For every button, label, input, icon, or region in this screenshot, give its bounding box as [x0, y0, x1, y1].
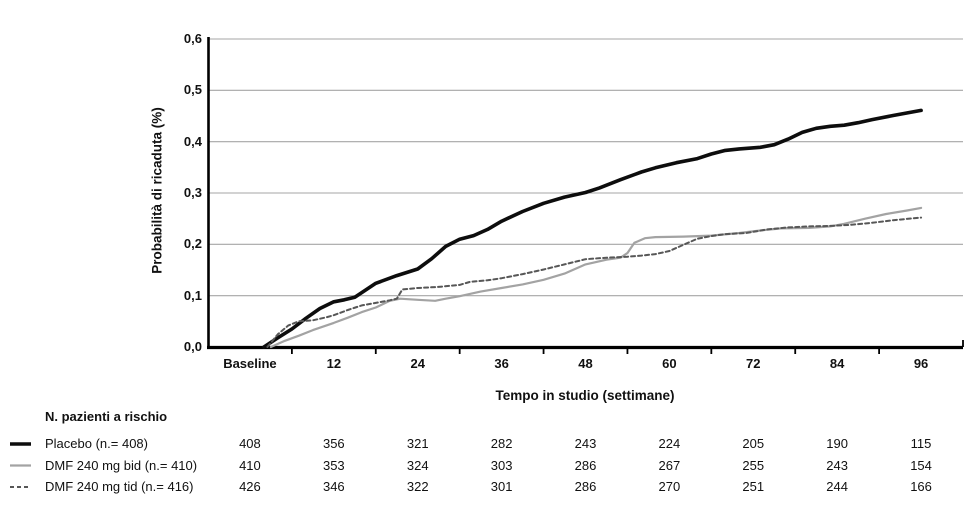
x-tick-label: 12: [326, 356, 342, 371]
x-tick-label: 96: [913, 356, 929, 371]
risk-count: 408: [239, 436, 261, 451]
risk-count: 324: [406, 457, 429, 473]
y-tick-label: 0,0: [183, 339, 202, 354]
x-tick-label: 72: [746, 356, 761, 371]
risk-count: 301: [490, 479, 513, 494]
risk-count: 303: [490, 457, 513, 473]
x-axis-title: Tempo in studio (settimane): [495, 388, 675, 403]
risk-count: 346: [322, 479, 345, 494]
x-tick-label: 24: [410, 356, 425, 371]
legend-label-dmf-bid: DMF 240 mg bid (n.= 410): [45, 457, 198, 473]
risk-count: 426: [239, 479, 261, 494]
y-tick-label: 0,2: [183, 236, 202, 252]
x-tick-label: 60: [662, 356, 677, 371]
series-line-placebo: [262, 108, 923, 349]
risk-count: 286: [574, 479, 597, 494]
risk-table-title: N. pazienti a rischio: [45, 409, 168, 424]
series-line-dmf-tid: [266, 216, 923, 348]
risk-count: 270: [658, 479, 681, 494]
risk-count: 190: [826, 436, 848, 451]
risk-count: 115: [910, 436, 932, 451]
risk-count: 205: [742, 436, 765, 451]
risk-count: 251: [742, 479, 765, 494]
risk-count: 244: [826, 479, 848, 494]
risk-count: 243: [574, 436, 597, 451]
risk-count: 410: [239, 457, 261, 473]
risk-count: 243: [826, 457, 848, 473]
risk-count: 286: [574, 457, 597, 473]
risk-count: 282: [490, 436, 513, 451]
series-line-dmf-bid: [269, 206, 923, 349]
y-tick-label: 0,3: [183, 185, 202, 200]
risk-count: 224: [658, 436, 681, 451]
risk-count: 322: [406, 479, 429, 494]
x-tick-label: 36: [494, 356, 509, 371]
risk-count: 255: [742, 457, 765, 473]
y-tick-label: 0,5: [183, 82, 202, 98]
risk-count: 353: [322, 457, 345, 473]
x-tick-label: Baseline: [223, 356, 277, 371]
legend-label-placebo: Placebo (n.= 408): [45, 436, 148, 451]
risk-count: 154: [910, 457, 932, 473]
y-tick-label: 0,4: [183, 133, 202, 149]
risk-count: 321: [406, 436, 429, 451]
x-tick-label: 48: [578, 356, 593, 371]
risk-count: 356: [322, 436, 345, 451]
y-tick-label: 0,6: [183, 31, 202, 46]
y-tick-label: 0,1: [183, 287, 202, 303]
x-tick-label: 84: [829, 356, 845, 371]
risk-count: 267: [658, 457, 681, 473]
legend-label-dmf-tid: DMF 240 mg tid (n.= 416): [45, 479, 194, 494]
risk-count: 166: [910, 479, 932, 494]
